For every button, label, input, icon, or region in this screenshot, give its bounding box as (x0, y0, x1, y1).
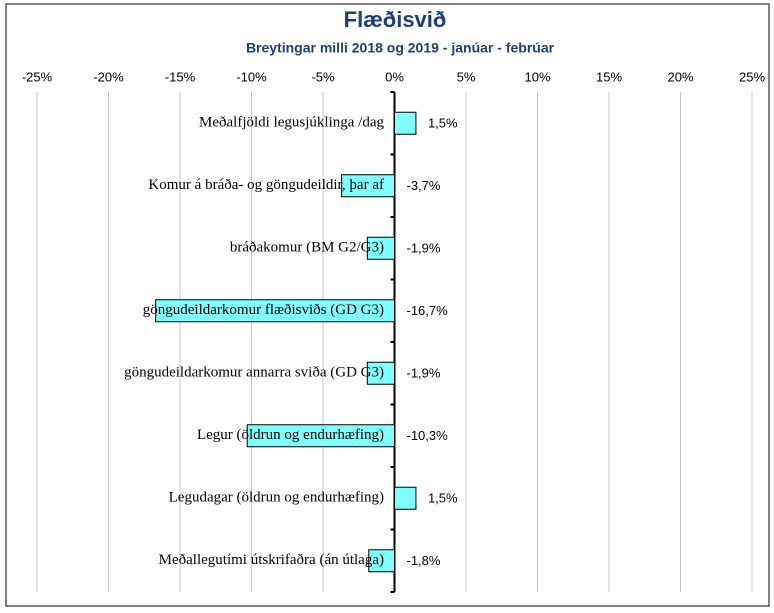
chart-title: Flæðisvið (344, 7, 447, 32)
category-label: göngudeildarkomur annarra sviða (GD G3) (124, 365, 384, 381)
bar (155, 299, 395, 323)
x-tick-label: 10% (524, 69, 550, 84)
value-label: -1,9% (407, 366, 441, 381)
category-label: Legudagar (öldrun og endurhæfing) (169, 490, 384, 506)
category-label: Legur (öldrun og endurhæfing) (197, 427, 384, 443)
bar (366, 236, 395, 260)
x-tick-label: 0% (385, 69, 404, 84)
chart-subtitle: Breytingar milli 2018 og 2019 - janúar -… (246, 40, 555, 56)
category-label: bráðakomur (BM G2/G3) (230, 240, 384, 256)
x-tick-label: -10% (236, 69, 267, 84)
x-tick-label: 25% (739, 69, 765, 84)
value-label: 1,5% (428, 491, 458, 506)
bar (368, 549, 396, 573)
bar (394, 486, 417, 510)
x-tick-label: -20% (93, 69, 124, 84)
x-tick-label: 15% (596, 69, 622, 84)
bar (341, 174, 395, 198)
x-tick-label: 20% (667, 69, 693, 84)
bar (366, 361, 395, 385)
category-label: göngudeildarkomur flæðisviðs (GD G3) (143, 302, 384, 318)
bar (246, 424, 395, 448)
value-label: -1,8% (407, 553, 441, 568)
x-tick-label: 5% (457, 69, 476, 84)
value-label: -1,9% (407, 241, 441, 256)
category-label: Komur á bráða- og göngudeildir, þar af (148, 177, 384, 193)
category-label: Meðallegutími útskrifaðra (án útlaga) (159, 552, 384, 568)
value-label: 1,5% (428, 116, 458, 131)
x-tick-label: -15% (165, 69, 196, 84)
bar (394, 111, 417, 135)
category-label: Meðalfjöldi legusjúklinga /dag (199, 115, 384, 131)
value-label: -3,7% (407, 178, 441, 193)
x-tick-label: -5% (311, 69, 335, 84)
value-label: -10,3% (407, 428, 449, 443)
x-tick-label: -25% (22, 69, 53, 84)
value-label: -16,7% (407, 303, 449, 318)
